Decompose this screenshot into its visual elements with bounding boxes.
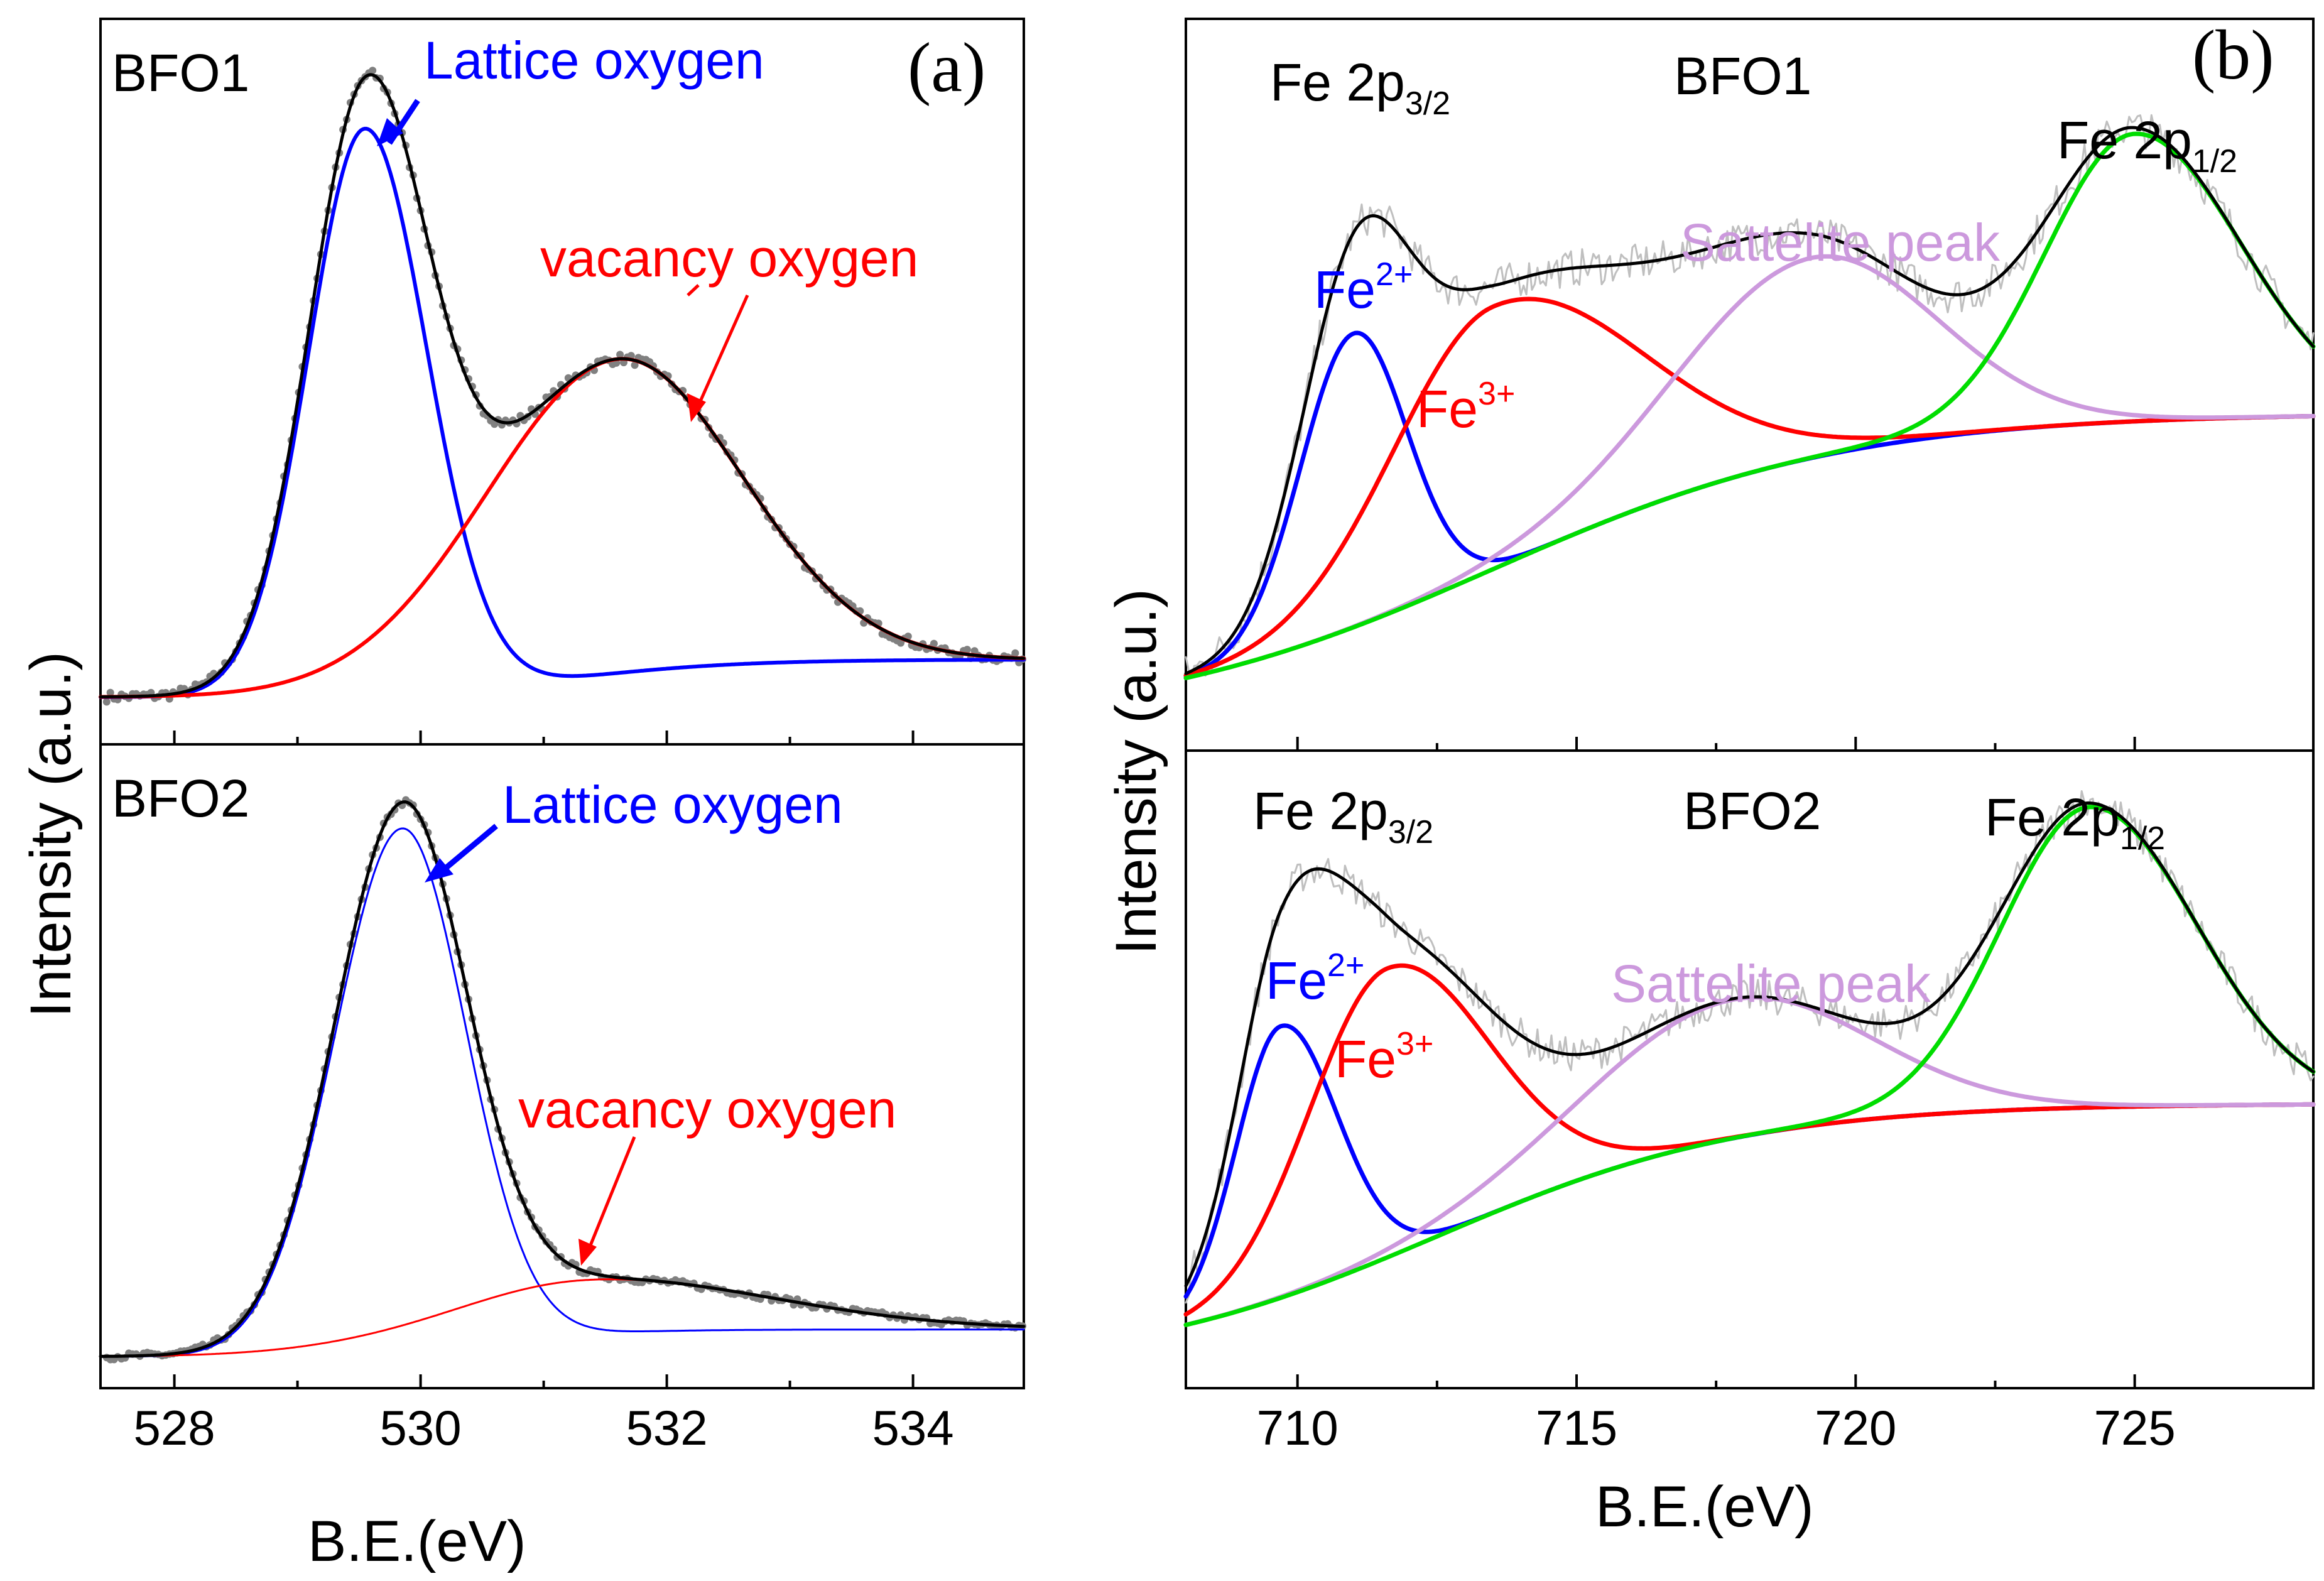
arrow-head [687, 393, 706, 422]
measured-point [106, 688, 114, 697]
arrow-line [687, 284, 700, 296]
panel-b-frame [1185, 18, 2315, 1389]
x-tick-label: 725 [2094, 1400, 2176, 1455]
plot-a-bfo2 [99, 796, 1026, 1364]
total-fit-curve [1184, 126, 2315, 675]
vacancy-oxygen-label-bottom: vacancy oxygen [518, 1080, 896, 1139]
satellite-label-top: Sattelite peak [1680, 213, 2001, 272]
panel-a-bottom-sample-label: BFO2 [112, 769, 249, 828]
measured-spectrum [1185, 114, 2315, 679]
plot-b-bfo1 [1183, 114, 2316, 680]
x-tick-label: 534 [872, 1400, 954, 1455]
panel-a-x-ticks: 528 530 532 534 [134, 731, 954, 1455]
panel-b-x-ticks: 710 715 720 725 [1257, 737, 2176, 1455]
measured-point [963, 646, 971, 654]
x-tick-label: 720 [1815, 1400, 1896, 1455]
lattice-oxygen-arrow-bottom [425, 823, 498, 883]
panel-a-y-axis-label: Intensity (a.u.) [19, 651, 83, 1018]
plot-a-bfo1 [99, 67, 1026, 706]
total-fit-curve [99, 800, 1026, 1358]
satellite-label-bottom: Sattelite peak [1611, 954, 1931, 1013]
arrow-shaft [585, 1136, 636, 1254]
fe2-label-top: Fe2+ [1314, 256, 1413, 319]
vacancy-oxygen-label-top: vacancy oxygen [540, 229, 918, 288]
component-curve-fe3- [1183, 963, 2316, 1317]
panel-a-frame [99, 18, 1025, 1389]
measured-point [631, 361, 639, 369]
measured-point [369, 67, 377, 75]
x-tick-label: 710 [1257, 1400, 1338, 1455]
measured-point [616, 350, 624, 359]
panel-b-y-axis-label: Intensity (a.u.) [1104, 589, 1168, 955]
panel-a-letter: (a) [908, 29, 986, 107]
fe2-label-bottom: Fe2+ [1266, 947, 1364, 1010]
panel-a: 528 530 532 534 (a) BFO1 BFO2 Lattice oxyge… [19, 18, 1026, 1573]
x-tick-label: 715 [1536, 1400, 1617, 1455]
total-fit-curve [99, 73, 1026, 698]
x-tick-label: 530 [380, 1400, 462, 1455]
panel-b: 710 715 720 725 (b) BFO1 BFO2 Fe 2p3/2 Fe 2… [1104, 16, 2316, 1539]
fe3-label-top: Fe3+ [1416, 376, 1515, 438]
x-tick-label: 532 [626, 1400, 708, 1455]
fe-2p32-label-top: Fe 2p3/2 [1270, 53, 1450, 122]
panel-a-x-axis-label: B.E.(eV) [308, 1509, 526, 1573]
component-curve-fe3- [1183, 296, 2316, 678]
fe3-label-bottom: Fe3+ [1335, 1026, 1433, 1089]
arrow-spacer [691, 285, 698, 408]
fe-2p32-label-bottom: Fe 2p3/2 [1253, 781, 1433, 850]
lattice-oxygen-label-top: Lattice oxygen [424, 31, 764, 90]
vacancy-oxygen-arrow-bottom [578, 1136, 636, 1266]
arrow-shaft [695, 294, 749, 410]
panel-a-top-sample-label: BFO1 [112, 43, 249, 102]
measured-point [102, 698, 111, 706]
x-tick-label: 528 [134, 1400, 215, 1455]
lattice-oxygen-label-bottom: Lattice oxygen [502, 775, 843, 834]
plot-b-bfo2 [1183, 790, 2316, 1327]
measured-point [1011, 649, 1019, 657]
fe-2p12-label-top: Fe 2p1/2 [2057, 111, 2237, 180]
arrow-head [425, 858, 453, 883]
lattice-oxygen-arrow-top [377, 99, 420, 146]
panel-b-x-axis-label: B.E.(eV) [1595, 1475, 1814, 1539]
component-curve-lattice-oxygen [99, 827, 1025, 1358]
panel-b-bottom-sample-label: BFO2 [1683, 781, 1821, 840]
component-curve-fe-2p1-2 [1183, 131, 2316, 680]
vacancy-oxygen-arrow-top [687, 284, 749, 422]
fe-2p12-label-bottom: Fe 2p1/2 [1985, 788, 2165, 857]
arrow-head [377, 118, 403, 146]
component-curve-sattelite-peak [1183, 254, 2316, 680]
panel-b-top-sample-label: BFO1 [1674, 46, 1811, 106]
arrow-head [578, 1239, 597, 1266]
arrow-line [438, 823, 498, 876]
measured-point [930, 639, 938, 648]
component-curve-lattice-oxygen [99, 126, 1026, 699]
total-fit-curve [1184, 801, 2315, 1288]
panel-b-letter: (b) [2192, 16, 2274, 94]
